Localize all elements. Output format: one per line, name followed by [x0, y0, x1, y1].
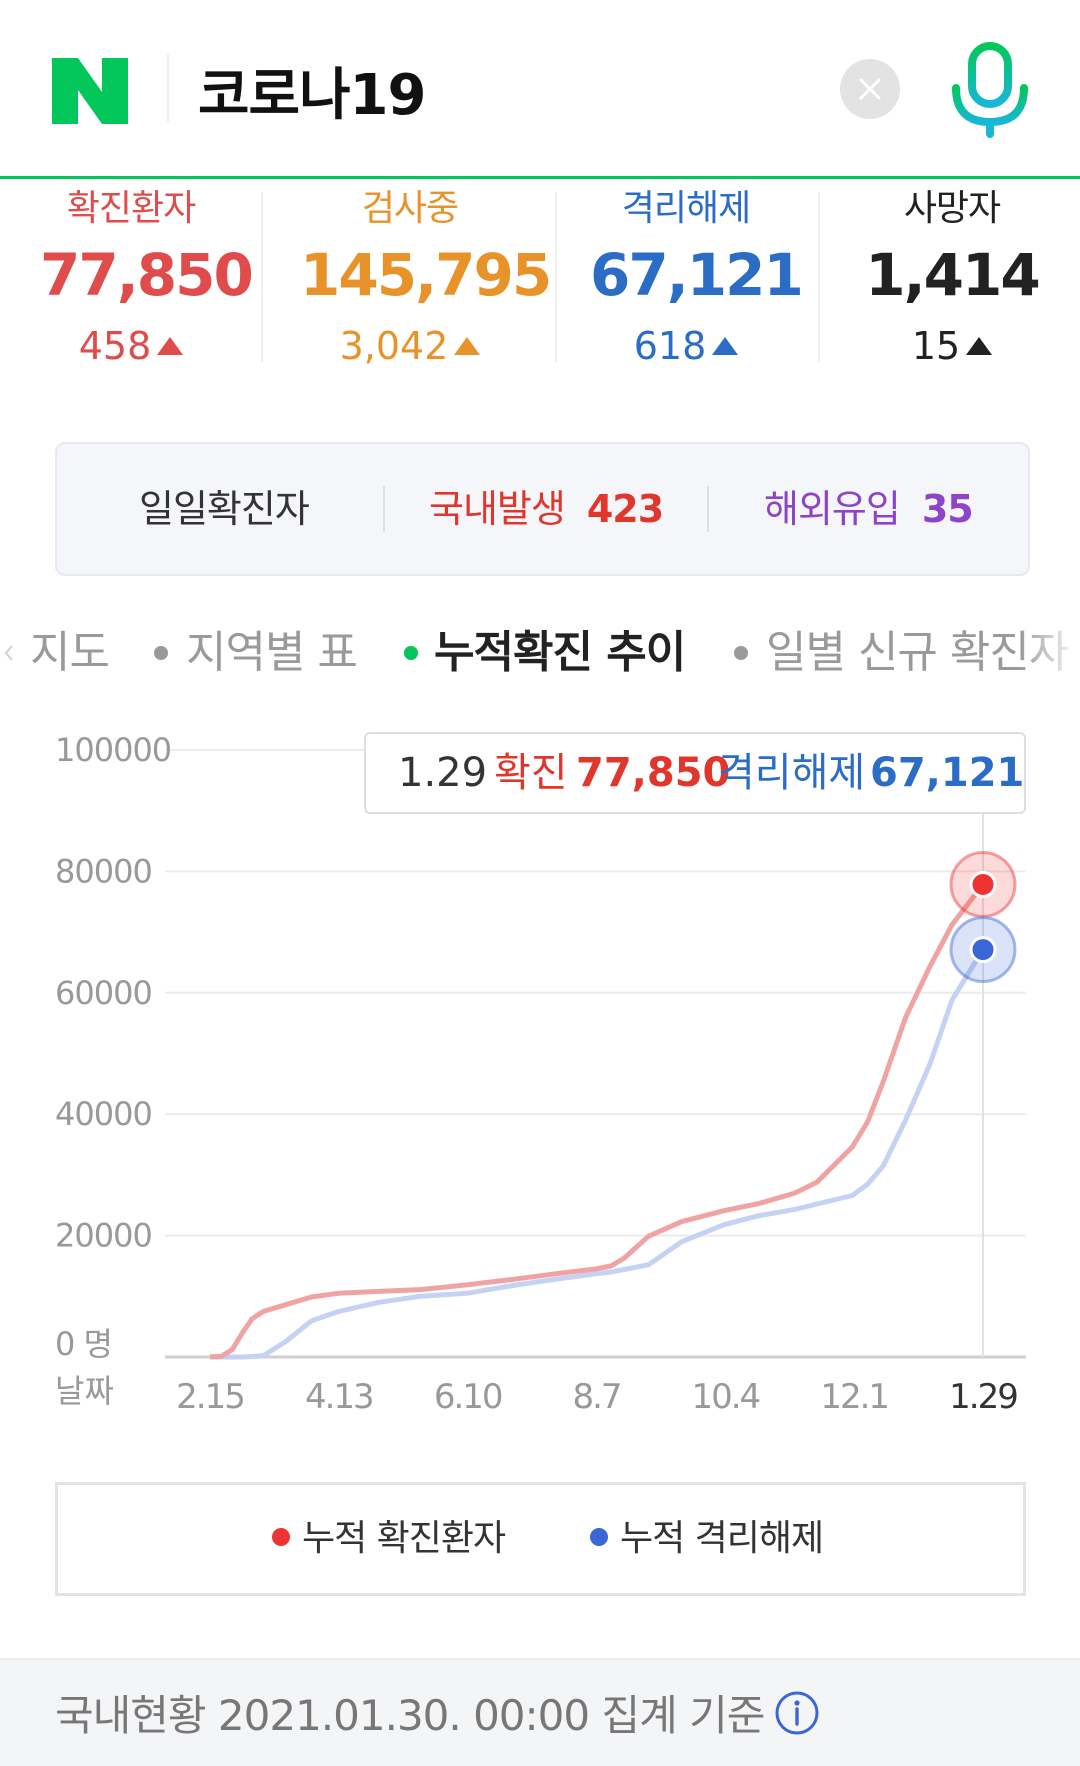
header-accent-line [0, 176, 1080, 179]
increase-arrow-icon [712, 337, 739, 355]
search-header: 코로나19 [0, 0, 1080, 176]
daily-divider [383, 486, 385, 532]
stat-value: 77,850 [40, 241, 254, 309]
stat-delta-value: 458 [78, 324, 152, 368]
y-tick-label: 20000 [55, 1217, 152, 1255]
y-tick-label: 80000 [55, 852, 152, 890]
legend-label: 누적 격리해제 [620, 1518, 824, 1559]
y-tick-label: 60000 [55, 974, 152, 1012]
x-tick-label: 6.10 [434, 1377, 502, 1417]
tab-regional-table[interactable]: 지역별 표 [186, 627, 358, 678]
tabs-fade [1020, 618, 1080, 688]
naver-logo[interactable] [52, 58, 128, 124]
stat-deaths: 사망자 1,414 15 [860, 186, 1044, 370]
data-basis-text: 국내현황 2021.01.30. 00:00 집계 기준 [55, 1691, 765, 1740]
series-end-point [969, 936, 997, 964]
daily-confirmed-panel: 일일확진자 국내발생 423 해외유입 35 [55, 442, 1030, 576]
search-query[interactable]: 코로나19 [198, 63, 426, 128]
tab-bullet [154, 646, 168, 660]
daily-title: 일일확진자 [139, 487, 310, 531]
domestic-label: 국내발생 [429, 487, 566, 531]
tab-map[interactable]: 지도 [30, 627, 110, 678]
tab-bullet-active [404, 646, 418, 660]
series-line [210, 948, 986, 1360]
stat-divider [555, 192, 557, 362]
legend-item-released[interactable]: 누적 격리해제 [590, 1485, 824, 1593]
chart-grid [165, 749, 1026, 1359]
scroll-left-chevron-icon [4, 645, 13, 661]
chart-legend: 누적 확진환자 누적 격리해제 [55, 1482, 1026, 1596]
tooltip-confirmed-value: 77,850 [576, 750, 731, 796]
stat-testing: 검사중 145,795 3,042 [300, 186, 552, 370]
stat-label: 확진환자 [66, 188, 196, 229]
header-divider [167, 54, 169, 122]
y-axis-labels: 100000 80000 60000 40000 20000 0 명 [55, 731, 172, 1363]
stat-delta: 458 [40, 314, 222, 370]
stat-delta: 618 [590, 314, 782, 370]
x-tick-label: 2.15 [176, 1377, 244, 1417]
overseas-value: 35 [921, 487, 974, 531]
stat-delta: 3,042 [300, 314, 520, 370]
x-tick-label: 12.1 [820, 1377, 888, 1417]
y-tick-label: 40000 [55, 1095, 152, 1133]
stat-value: 1,414 [865, 241, 1040, 309]
stat-delta-value: 618 [633, 324, 707, 368]
stat-delta: 15 [860, 314, 1044, 370]
chart-tooltip: 1.29 확진 77,850 격리해제 67,121 [364, 732, 1026, 814]
stat-label: 사망자 [903, 188, 1001, 229]
stat-divider [818, 192, 820, 362]
chart-tabs: 지도 지역별 표 누적확진 추이 일별 신규 확진자 [0, 618, 1080, 688]
increase-arrow-icon [157, 337, 184, 355]
x-axis-labels: 날짜 2.15 4.13 6.10 8.7 10.4 12.1 1.29 [55, 1372, 1019, 1417]
tooltip-released-value: 67,121 [870, 750, 1025, 796]
overseas-label: 해외유입 [764, 487, 901, 531]
stat-confirmed: 확진환자 77,850 458 [40, 186, 254, 370]
microphone-icon[interactable] [950, 42, 1030, 138]
x-tick-label: 10.4 [691, 1377, 759, 1417]
stat-value: 67,121 [590, 241, 804, 309]
series-end-point [969, 870, 997, 898]
legend-label: 누적 확진환자 [302, 1518, 506, 1559]
stat-label: 격리해제 [621, 188, 751, 229]
y-tick-label: 0 명 [55, 1325, 112, 1363]
legend-dot [272, 1528, 290, 1546]
stat-delta-value: 15 [911, 324, 961, 368]
domestic-value: 423 [586, 487, 664, 531]
daily-overseas: 해외유입 35 [764, 444, 974, 574]
tooltip-released-label: 격리해제 [718, 750, 866, 796]
increase-arrow-icon [966, 337, 993, 355]
x-axis-title: 날짜 [55, 1372, 114, 1410]
tooltip-confirmed-label: 확진 [494, 750, 568, 796]
info-icon[interactable] [774, 1690, 820, 1736]
close-icon [859, 78, 881, 100]
tab-daily-new[interactable]: 일별 신규 확진자 [766, 627, 1069, 678]
x-tick-label: 4.13 [305, 1377, 373, 1417]
daily-divider [707, 486, 709, 532]
legend-dot [590, 1528, 608, 1546]
daily-domestic: 국내발생 423 [429, 444, 664, 574]
footer: 국내현황 2021.01.30. 00:00 집계 기준 [0, 1658, 1080, 1766]
stat-delta-value: 3,042 [339, 324, 449, 368]
clear-search-button[interactable] [840, 59, 900, 119]
tab-bullet [734, 646, 748, 660]
series-line [209, 882, 985, 1360]
legend-item-confirmed[interactable]: 누적 확진환자 [272, 1485, 506, 1593]
cumulative-chart[interactable]: 100000 80000 60000 40000 20000 0 명 날짜 2.15 4.13… [0, 720, 1080, 1420]
stat-divider [261, 192, 263, 362]
y-tick-label: 100000 [55, 731, 171, 769]
increase-arrow-icon [454, 337, 481, 355]
chart-markers [949, 850, 1017, 984]
x-tick-label: 8.7 [572, 1377, 620, 1417]
stat-label: 검사중 [361, 188, 459, 229]
stat-value: 145,795 [300, 241, 552, 309]
stat-released: 격리해제 67,121 618 [590, 186, 804, 370]
tab-cumulative-trend[interactable]: 누적확진 추이 [434, 627, 686, 678]
tooltip-date: 1.29 [398, 750, 488, 796]
chart-series [209, 882, 986, 1360]
x-tick-label: 1.29 [949, 1377, 1017, 1417]
